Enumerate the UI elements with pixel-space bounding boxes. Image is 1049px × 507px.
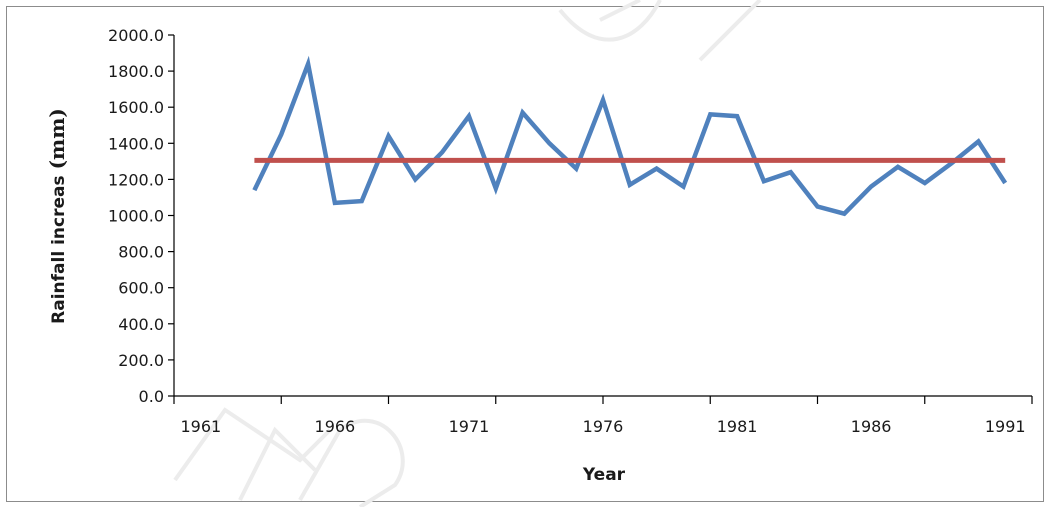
series-layer [252, 55, 1008, 217]
x-tick-label: 1981 [717, 417, 758, 436]
y-tick-label: 2000.0 [108, 26, 164, 45]
y-axis-title-unit: (mm) [45, 108, 69, 169]
x-tick-label: 1961 [180, 417, 221, 436]
x-tick-label: 1986 [851, 417, 892, 436]
x-tick-label: 1966 [315, 417, 356, 436]
x-tick-label: 1991 [985, 417, 1026, 436]
x-axis-ticks: 1961 1966 1971 1976 1981 1986 1991 [173, 396, 1033, 436]
y-tick-label: 600.0 [118, 279, 164, 298]
series-line-rainfall [252, 55, 1008, 217]
axes [173, 35, 1032, 397]
x-tick-label: 1971 [449, 417, 490, 436]
y-tick-label: 400.0 [118, 315, 164, 334]
y-tick-label: 1400.0 [108, 134, 164, 153]
y-tick-label: 800.0 [118, 243, 164, 262]
x-tick-label: 1976 [583, 417, 624, 436]
y-tick-label: 1800.0 [108, 62, 164, 81]
y-tick-label: 1200.0 [108, 170, 164, 189]
y-tick-label: 1000.0 [108, 207, 164, 226]
chart-frame [6, 6, 1044, 502]
y-axis-title-text: Rainfall increas [49, 175, 69, 323]
y-tick-label: 0.0 [139, 387, 164, 406]
y-tick-label: 200.0 [118, 351, 164, 370]
y-tick-label: 1600.0 [108, 98, 164, 117]
y-axis-title: Rainfall increas (mm) [45, 108, 69, 324]
x-axis-title: Year [582, 465, 626, 485]
y-axis-ticks: 0.0 200.0 400.0 600.0 800.0 1000.0 1200.0 1400.… [108, 26, 174, 406]
